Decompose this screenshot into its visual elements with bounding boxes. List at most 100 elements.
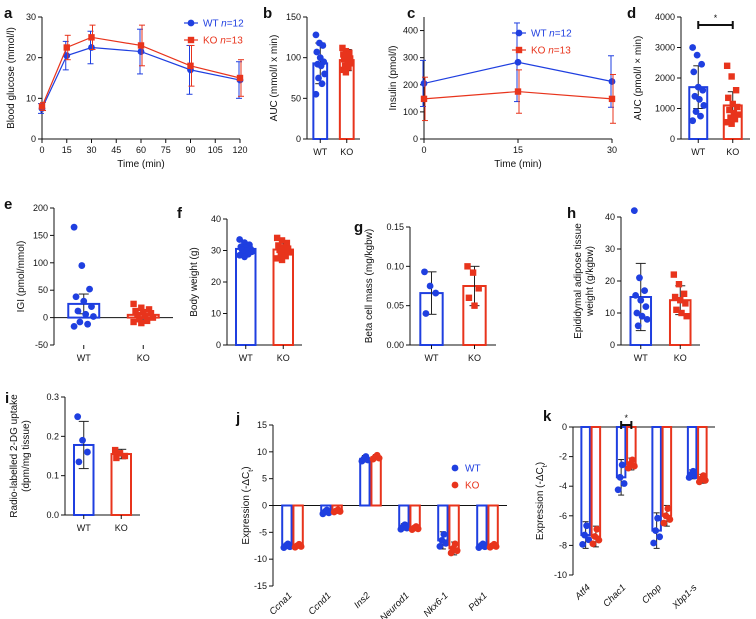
- y-tick-label: 0: [670, 134, 675, 144]
- data-point-ko: [286, 249, 293, 256]
- panel-label: i: [5, 390, 9, 407]
- x-tick-label: 15: [513, 145, 523, 155]
- data-point-ko: [727, 114, 734, 121]
- legend-name: WT: [203, 19, 221, 30]
- x-tick-label: WT: [77, 523, 91, 533]
- panel-label: h: [567, 205, 576, 222]
- data-point-ko: [187, 62, 194, 69]
- y-tick-label: 0.2: [46, 431, 59, 441]
- data-point-wt: [86, 285, 93, 293]
- panel-d: d 0 1000 2000 3000 4000 WT KO AUC (pmol/l × min)…: [627, 5, 750, 157]
- y-tick-label: 20: [605, 276, 615, 286]
- panel-h: h 0 10 20 30 40 WT KO Epididymal adipose tissue w…: [567, 205, 700, 363]
- significance-marker: *: [624, 413, 628, 423]
- data-point-ko: [281, 247, 288, 255]
- data-point-wt: [315, 74, 322, 82]
- legend-label: WT n=12: [531, 29, 572, 40]
- y-axis-label: Expression (-ΔCt): [535, 462, 549, 540]
- y-axis-label: AUC (mmol/l x min): [269, 35, 280, 122]
- y-tick-label: 0: [610, 340, 615, 350]
- y-axis-label: Epididymal adipose tissue: [573, 223, 584, 339]
- data-point-ko: [277, 251, 285, 258]
- data-point-ko: [723, 62, 731, 69]
- category-label: Pdx1: [467, 590, 490, 613]
- data-point-ko: [492, 543, 500, 550]
- data-point-wt: [317, 62, 325, 70]
- data-point-ko: [344, 57, 351, 65]
- y-tick-label: -10: [554, 570, 567, 580]
- y-tick-label: 3000: [655, 43, 675, 53]
- data-point-ko: [138, 304, 145, 311]
- data-point-wt: [84, 448, 91, 456]
- legend-marker: [515, 46, 523, 54]
- data-point-wt: [319, 42, 327, 49]
- x-tick-label: KO: [726, 147, 739, 157]
- data-point-ko: [469, 269, 477, 276]
- x-tick-label: KO: [277, 353, 290, 363]
- data-point-wt: [84, 320, 92, 328]
- data-point-wt: [630, 207, 638, 215]
- x-tick-label: KO: [115, 523, 128, 533]
- bar-wt: [580, 426, 591, 537]
- y-tick-label: 300: [403, 53, 418, 63]
- legend-n: n: [221, 19, 227, 30]
- panel-label: k: [543, 408, 552, 425]
- y-tick-label: 20: [26, 53, 36, 63]
- data-point-wt: [634, 322, 642, 330]
- data-point-ko: [132, 307, 139, 315]
- category-label: Atf4: [572, 582, 592, 602]
- category-label: Ins2: [352, 590, 373, 611]
- data-point-ko: [453, 547, 461, 555]
- x-tick-label: 30: [607, 145, 617, 155]
- y-tick-label: 0.00: [386, 340, 404, 350]
- data-point-wt: [318, 80, 326, 88]
- panel-label: j: [235, 410, 240, 427]
- data-point-wt: [642, 303, 650, 310]
- y-axis-label: Radio-labelled 2-DG uptake: [9, 394, 20, 518]
- data-point-ko: [147, 310, 155, 317]
- legend-count: =13: [226, 36, 243, 47]
- data-point-wt: [321, 70, 328, 78]
- y-tick-label: 0: [43, 313, 48, 323]
- data-point-wt: [583, 522, 591, 530]
- x-tick-label: KO: [137, 353, 150, 363]
- data-point-wt: [63, 52, 71, 60]
- data-point-ko: [63, 44, 70, 51]
- data-point-ko: [608, 95, 616, 103]
- data-point-ko: [116, 450, 124, 457]
- data-point-ko: [278, 237, 286, 244]
- y-axis-label-part: Expression (-ΔC: [241, 472, 252, 545]
- panel-label: g: [354, 219, 363, 236]
- x-tick-label: WT: [313, 147, 327, 157]
- y-axis-label: Expression (-ΔCt): [241, 466, 255, 544]
- y-tick-label: -4: [559, 481, 567, 491]
- data-point-wt: [420, 80, 428, 87]
- data-point-ko: [414, 525, 422, 533]
- y-tick-label: -50: [35, 340, 48, 350]
- y-axis-label-part: Expression (-ΔC: [535, 467, 546, 540]
- data-point-wt: [581, 531, 589, 539]
- data-point-ko: [670, 271, 678, 278]
- bar-ko: [110, 453, 132, 516]
- legend-marker: [187, 19, 195, 27]
- x-tick-label: WT: [634, 353, 648, 363]
- data-point-ko: [145, 306, 153, 313]
- y-tick-label: 100: [33, 258, 48, 268]
- legend-n: n: [549, 29, 555, 40]
- data-point-ko: [273, 234, 281, 242]
- legend-label: KO n=13: [203, 36, 243, 47]
- data-point-wt: [481, 543, 489, 551]
- data-point-ko: [346, 49, 353, 56]
- x-axis-label: Time (min): [117, 159, 164, 170]
- panel-label: e: [4, 196, 12, 213]
- data-point-wt: [422, 310, 430, 317]
- legend-name: KO: [531, 46, 548, 57]
- data-point-wt: [689, 117, 697, 125]
- y-tick-label: 0: [413, 134, 418, 144]
- data-point-ko: [673, 306, 680, 313]
- data-point-ko: [282, 252, 289, 260]
- data-point-ko: [341, 62, 349, 69]
- data-point-ko: [141, 312, 149, 320]
- category-label: Chac1: [601, 582, 628, 609]
- data-point-ko: [630, 462, 638, 470]
